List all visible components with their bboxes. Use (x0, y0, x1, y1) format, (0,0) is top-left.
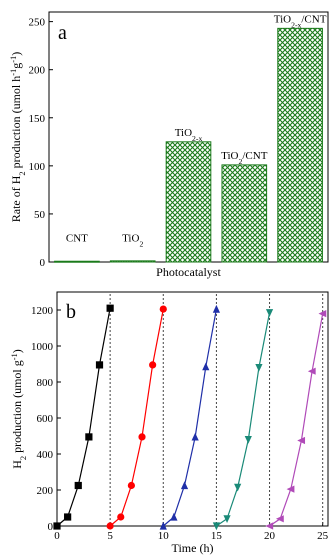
data-point (244, 436, 252, 444)
bar-category-label: CNT (66, 233, 88, 245)
data-point (223, 515, 231, 523)
bar (109, 260, 156, 263)
x-axis-title: Photocatalyst (156, 265, 221, 279)
data-point (286, 485, 295, 493)
data-point (265, 309, 274, 317)
data-point (170, 512, 178, 521)
x-tick-label: 25 (317, 530, 329, 542)
y-tick-label: 100 (29, 161, 46, 173)
bar-category-label: TiO2-x (175, 127, 203, 143)
data-point (202, 362, 210, 371)
data-point (95, 361, 104, 369)
x-tick-label: 10 (158, 530, 170, 542)
panel-label: b (66, 301, 76, 323)
series-line (109, 308, 164, 527)
y-tick-label: 50 (34, 209, 46, 221)
y-tick-label: 0 (48, 521, 54, 533)
y-tick-label: 1200 (31, 305, 54, 317)
series-line (162, 308, 217, 527)
x-axis-title: Time (h) (172, 541, 214, 555)
data-point (265, 522, 274, 530)
data-point (212, 522, 221, 531)
y-tick-label: 200 (37, 485, 54, 497)
bar-category-label: TiO2-x/CNT (274, 13, 327, 29)
plot-frame (56, 291, 329, 527)
data-point (64, 513, 72, 521)
data-point (127, 481, 135, 490)
data-point (53, 522, 61, 530)
series (159, 304, 221, 530)
x-tick-label: 0 (54, 530, 60, 542)
y-tick-label: 400 (37, 449, 54, 461)
data-point (318, 310, 327, 318)
data-point (117, 513, 125, 521)
data-point (255, 364, 263, 372)
x-tick-label: 15 (211, 530, 223, 542)
y-tick-label: 1000 (31, 341, 54, 353)
y-axis-title: H2 production (umol g-1) (10, 349, 28, 469)
bar-category-label: TiO2/CNT (221, 150, 268, 166)
series (106, 305, 167, 530)
data-point (180, 481, 189, 490)
bar-category-label: TiO2 (122, 233, 143, 249)
y-axis-title: Rate of H2 production (umol h-1g-1) (9, 52, 27, 222)
bar (54, 260, 100, 263)
bar (221, 164, 268, 263)
y-tick-label: 600 (37, 413, 54, 425)
bar-chart-panel-a: 0 50 100 150 200 250 CNT TiO2 TiO2-x TiO2/CNT TiO2… (9, 11, 329, 279)
data-point (159, 521, 167, 530)
data-point (212, 304, 221, 313)
line-chart-panel-b: 0 200 400 600 800 1000 1200 0 5 10 15 20 25 b Time (h)… (10, 291, 329, 555)
y-tick-label: 200 (29, 65, 46, 77)
y-tick-label: 800 (37, 377, 54, 389)
data-point (297, 436, 306, 445)
panel-label: a (58, 22, 67, 44)
data-point (85, 433, 93, 441)
series-line (216, 312, 271, 527)
series (53, 304, 114, 530)
series-line (56, 308, 111, 527)
y-tick-label: 150 (29, 113, 46, 125)
y-tick-label: 250 (29, 17, 46, 29)
data-point (138, 433, 146, 441)
data-point (275, 515, 284, 523)
bar (165, 141, 212, 263)
data-point (149, 361, 157, 369)
series-line (269, 313, 324, 527)
data-point (74, 481, 82, 490)
series (265, 310, 327, 530)
bar (277, 27, 323, 263)
data-point (234, 483, 242, 492)
data-point (191, 432, 199, 441)
data-point (106, 304, 114, 312)
y-tick-label: 0 (40, 257, 46, 269)
series (212, 309, 274, 531)
x-tick-label: 20 (264, 530, 276, 542)
data-point (106, 522, 114, 530)
data-point (159, 305, 167, 313)
x-tick-label: 5 (107, 530, 113, 542)
data-point (307, 367, 316, 375)
